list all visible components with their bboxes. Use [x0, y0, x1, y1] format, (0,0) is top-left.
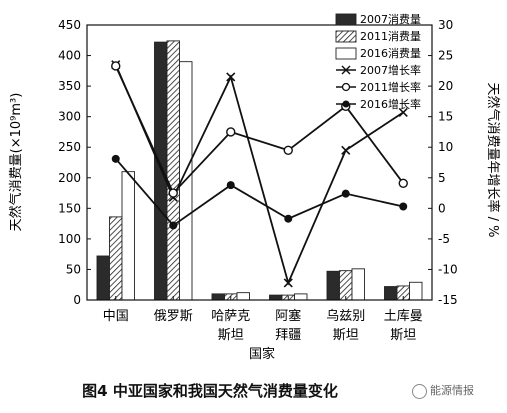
- x-tick-label: 俄罗斯: [154, 309, 193, 324]
- x-tick-label-line2: 斯坦: [390, 328, 416, 343]
- legend-label: 2007增长率: [360, 63, 421, 77]
- bar-2011消费量-4: [339, 270, 353, 301]
- legend-o-marker: [341, 82, 351, 92]
- y-right-tick-label: -5: [438, 232, 450, 246]
- bar-2007消费量-2: [211, 293, 225, 301]
- x-marker-stroke: [226, 72, 236, 82]
- legend-swatch-2007消费量: [335, 13, 357, 26]
- y-right-tick-label: 10: [438, 140, 453, 154]
- y-left-tick-label: 250: [58, 140, 81, 154]
- line-2007增长率: [114, 64, 404, 286]
- marker-2016增长率-2: [226, 181, 235, 190]
- y-left-tick-label: 350: [58, 79, 81, 93]
- y-right-tick-label: 25: [438, 49, 453, 63]
- legend-label: 2011增长率: [360, 80, 421, 94]
- legend-label: 2007消费量: [360, 12, 421, 26]
- y-right-tick-label: 15: [438, 110, 453, 124]
- bar-2007消费量-4: [326, 270, 340, 301]
- marker-2011增长率-2: [226, 127, 236, 137]
- x-tick-label: 阿塞: [275, 308, 301, 324]
- bar-2007消费量-0: [96, 255, 110, 301]
- marker-2011增长率-5: [398, 178, 408, 188]
- bar-2011消费量-0: [109, 216, 123, 301]
- wechat-logo-icon: [412, 383, 427, 399]
- x-tick-label: 乌兹别: [326, 308, 365, 324]
- y-right-tick-label: -15: [438, 293, 458, 307]
- y-axis-right-label: 天然气消费量年增长率 / %: [485, 83, 501, 238]
- bar-2016消费量-3: [294, 293, 308, 301]
- y-right-tick-label: 5: [438, 171, 446, 185]
- x-tick-label-line2: 拜疆: [275, 328, 301, 343]
- marker-2007增长率-4: [341, 145, 351, 155]
- plot-frame: [86, 24, 433, 301]
- marker-2016增长率-5: [399, 202, 408, 211]
- marker-2007增长率-3: [283, 278, 293, 288]
- y-left-tick-label: 50: [66, 262, 81, 276]
- y-left-tick-label: 300: [58, 110, 81, 124]
- bar-2016消费量-0: [121, 171, 135, 301]
- x-marker-stroke: [398, 107, 408, 117]
- bar-2007消费量-5: [384, 286, 398, 301]
- y-left-tick-label: 400: [58, 49, 81, 63]
- bar-2016消费量-2: [236, 292, 250, 301]
- y-left-tick-label: 0: [73, 293, 81, 307]
- y-left-tick-label: 150: [58, 201, 81, 215]
- bar-2016消费量-4: [351, 268, 365, 301]
- figure-caption: 图4 中亚国家和我国天然气消费量变化: [82, 382, 338, 400]
- y-axis-left-label: 天然气消费量(×10⁹m³): [8, 93, 24, 232]
- y-left-tick-label: 450: [58, 18, 81, 32]
- marker-2016增长率-4: [341, 189, 350, 198]
- marker-2011增长率-0: [111, 61, 121, 71]
- legend-label: 2016消费量: [360, 46, 421, 60]
- x-marker-stroke: [283, 278, 293, 288]
- bar-2011消费量-1: [166, 40, 180, 301]
- marker-2016增长率-3: [284, 214, 293, 223]
- y-left-tick-label: 200: [58, 171, 81, 185]
- bar-2016消费量-5: [409, 281, 423, 301]
- watermark: 能源情报: [412, 382, 474, 399]
- legend-x-marker: [341, 65, 351, 75]
- marker-2007增长率-2: [226, 72, 236, 82]
- line-2011增长率: [114, 65, 404, 195]
- marker-2016增长率-1: [169, 221, 178, 230]
- x-tick-label-line2: 斯坦: [218, 328, 244, 343]
- legend-dot-marker: [342, 100, 350, 108]
- y-right-tick-label: -10: [438, 262, 458, 276]
- bar-2007消费量-1: [154, 41, 168, 301]
- x-marker-stroke: [341, 145, 351, 155]
- watermark-text: 能源情报: [430, 384, 474, 397]
- y-right-tick-label: 0: [438, 201, 446, 215]
- legend-label: 2016增长率: [360, 97, 421, 111]
- bar-2007消费量-3: [269, 294, 283, 301]
- x-tick-label-line2: 斯坦: [333, 328, 359, 343]
- marker-2011增长率-1: [168, 188, 178, 198]
- x-tick-label: 哈萨克: [211, 309, 250, 324]
- legend-swatch-2011消费量: [335, 30, 357, 43]
- x-axis-label: 国家: [249, 346, 275, 362]
- x-tick-label: 中国: [103, 309, 129, 324]
- marker-2007增长率-5: [398, 107, 408, 117]
- legend-swatch-2016消费量: [335, 47, 357, 60]
- marker-2016增长率-0: [111, 154, 120, 163]
- legend-label: 2011消费量: [360, 29, 421, 43]
- marker-2011增长率-3: [283, 145, 293, 155]
- x-tick-label: 土库曼: [384, 308, 423, 324]
- line-2016增长率: [115, 158, 404, 227]
- y-right-tick-label: 20: [438, 79, 453, 93]
- y-left-tick-label: 100: [58, 232, 81, 246]
- y-right-tick-label: 30: [438, 18, 453, 32]
